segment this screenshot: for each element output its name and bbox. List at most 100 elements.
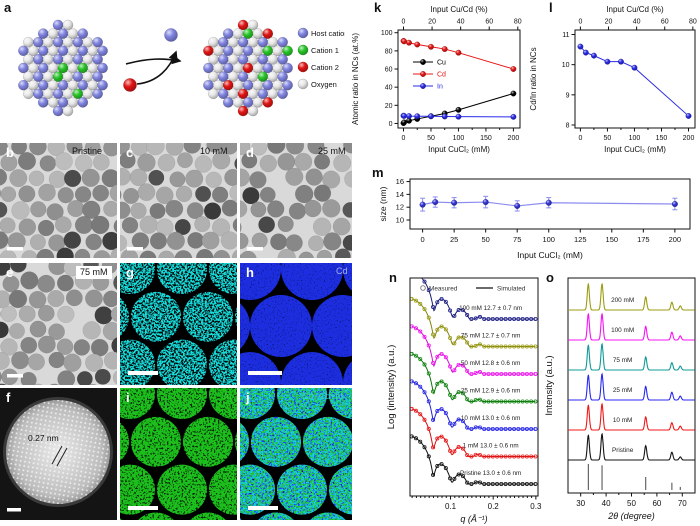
svg-text:175: 175 — [637, 235, 650, 244]
panel-l-chart: 0 50 100 150 200 8 9 10 11 0 20 40 60 80 Input Cu/Cd (… — [518, 0, 700, 165]
svg-text:Measured: Measured — [429, 286, 458, 293]
panel-n-chart: 0.1 0.2 0.3 q (Å⁻¹) Log (intensity) (a.u.) Me… — [385, 268, 543, 526]
panel-label-a: a — [4, 0, 12, 15]
svg-text:0.3: 0.3 — [530, 502, 542, 511]
svg-text:0: 0 — [421, 235, 425, 244]
panel-e-tem-75mM — [0, 263, 117, 385]
svg-text:Intensity (a.u.): Intensity (a.u.) — [544, 355, 555, 415]
panel-b-tem-pristine — [0, 143, 117, 258]
panel-i-eds-in — [120, 388, 237, 520]
svg-text:10 mM 13.0 ± 0.6 nm: 10 mM 13.0 ± 0.6 nm — [461, 415, 520, 422]
svg-text:Pristine 13.0 ± 0.6 nm: Pristine 13.0 ± 0.6 nm — [460, 470, 521, 477]
annotation-25mM: 25 mM — [318, 146, 346, 156]
panel-label-d: d — [246, 145, 254, 160]
svg-text:Input CuCl₂ (mM): Input CuCl₂ (mM) — [428, 145, 490, 154]
annotation-cu: Cu — [220, 266, 232, 276]
eds-map-cu — [120, 263, 237, 385]
panel-label-l: l — [549, 0, 553, 15]
panel-label-b: b — [6, 145, 14, 160]
svg-text:16: 16 — [396, 177, 404, 186]
annotation-in: In — [224, 391, 232, 401]
svg-text:25 mM: 25 mM — [613, 387, 633, 394]
tem-image-75mM — [0, 263, 117, 385]
tem-image-pristine — [0, 143, 117, 258]
svg-text:Input CuCl₂ (mM): Input CuCl₂ (mM) — [517, 250, 583, 260]
annotation-cu-cd-in: Cu+Cd+In — [302, 391, 344, 401]
panel-f-hrtem — [0, 388, 117, 520]
panel-label-j: j — [246, 390, 250, 405]
svg-text:Input Cu/Cd (%): Input Cu/Cd (%) — [430, 5, 488, 14]
svg-text:size (nm): size (nm) — [378, 186, 388, 221]
svg-text:Log (intensity) (a.u.): Log (intensity) (a.u.) — [386, 345, 397, 429]
annotation-pristine: Pristine — [72, 146, 103, 156]
panel-label-e: e — [6, 265, 14, 280]
svg-text:150: 150 — [606, 235, 619, 244]
svg-text:80: 80 — [385, 48, 393, 55]
panel-label-m: m — [372, 165, 384, 180]
panel-label-h: h — [246, 265, 254, 280]
svg-text:40: 40 — [602, 499, 611, 508]
svg-text:14: 14 — [396, 190, 404, 199]
svg-text:11: 11 — [562, 32, 569, 39]
panel-label-g: g — [126, 265, 134, 280]
panel-label-k: k — [374, 0, 382, 15]
svg-text:0: 0 — [402, 135, 406, 142]
svg-text:75: 75 — [513, 235, 521, 244]
svg-text:20: 20 — [385, 103, 393, 110]
svg-text:20: 20 — [428, 19, 436, 26]
panel-label-f: f — [6, 390, 11, 405]
svg-text:Input Cu/Cd (%): Input Cu/Cd (%) — [606, 5, 664, 14]
panel-k-chart: 0 50 100 150 200 0 20 40 60 80 100 0 20 40 60 80 Input C… — [345, 0, 527, 165]
svg-text:150: 150 — [480, 135, 492, 142]
svg-text:40: 40 — [457, 19, 465, 26]
svg-text:9: 9 — [566, 92, 570, 99]
svg-text:75 mM 12.7 ± 0.7 nm: 75 mM 12.7 ± 0.7 nm — [461, 333, 520, 340]
tem-image-10mM — [120, 143, 237, 258]
panel-h-eds-cd — [240, 263, 352, 385]
schematic-legend-0: Host cation — [311, 29, 345, 38]
chart-xrd: 30 40 50 60 70 2θ (degree) Intensity (a.u.) 200… — [544, 277, 696, 521]
svg-text:200: 200 — [683, 135, 695, 142]
svg-text:100: 100 — [381, 30, 393, 37]
svg-text:8: 8 — [566, 122, 570, 129]
schematic-legend-2: Cation 2 — [311, 63, 339, 72]
svg-text:60: 60 — [661, 19, 669, 26]
panel-label-o: o — [546, 270, 554, 285]
eds-map-in — [120, 388, 237, 520]
svg-text:40: 40 — [633, 19, 641, 26]
svg-text:100 mM 12.7 ± 0.7 nm: 100 mM 12.7 ± 0.7 nm — [459, 305, 522, 312]
panel-j-eds-overlay — [240, 388, 352, 520]
svg-text:20: 20 — [605, 19, 613, 26]
schematic-legend-1: Cation 1 — [311, 46, 339, 55]
svg-text:100 mM: 100 mM — [611, 327, 634, 334]
svg-text:0.2: 0.2 — [488, 502, 500, 511]
svg-text:25 mM 12.9 ± 0.6 nm: 25 mM 12.9 ± 0.6 nm — [461, 388, 520, 395]
svg-text:75 mM: 75 mM — [613, 357, 633, 364]
svg-text:10: 10 — [562, 62, 570, 69]
panel-label-c: c — [126, 145, 134, 160]
svg-text:0: 0 — [402, 19, 406, 26]
svg-text:Cu: Cu — [437, 60, 446, 67]
svg-text:70: 70 — [678, 499, 687, 508]
svg-text:In: In — [437, 84, 443, 91]
svg-text:100: 100 — [453, 135, 465, 142]
svg-text:Cd/In ratio in NCs: Cd/In ratio in NCs — [529, 47, 538, 110]
svg-text:200: 200 — [669, 235, 682, 244]
svg-text:25: 25 — [450, 235, 458, 244]
chart-atomic-ratio: 0 50 100 150 200 0 20 40 60 80 100 0 20 40 60 80 Input C… — [351, 5, 522, 154]
svg-text:50: 50 — [482, 235, 490, 244]
annotation-lattice-spacing: 0.27 nm — [28, 433, 59, 443]
svg-text:50: 50 — [627, 499, 636, 508]
svg-text:60: 60 — [485, 19, 493, 26]
panel-label-i: i — [126, 390, 130, 405]
svg-text:30: 30 — [576, 499, 585, 508]
svg-text:2θ (degree): 2θ (degree) — [607, 511, 654, 521]
svg-text:40: 40 — [385, 85, 393, 92]
svg-text:0: 0 — [578, 19, 582, 26]
schematic-legend-3: Oxygen — [311, 80, 337, 89]
svg-text:200: 200 — [508, 135, 520, 142]
svg-text:1 mM 13.0 ± 0.6 nm: 1 mM 13.0 ± 0.6 nm — [463, 443, 519, 450]
svg-text:12: 12 — [396, 203, 404, 212]
panel-o-chart: 30 40 50 60 70 2θ (degree) Intensity (a.u.) 200… — [543, 268, 700, 526]
